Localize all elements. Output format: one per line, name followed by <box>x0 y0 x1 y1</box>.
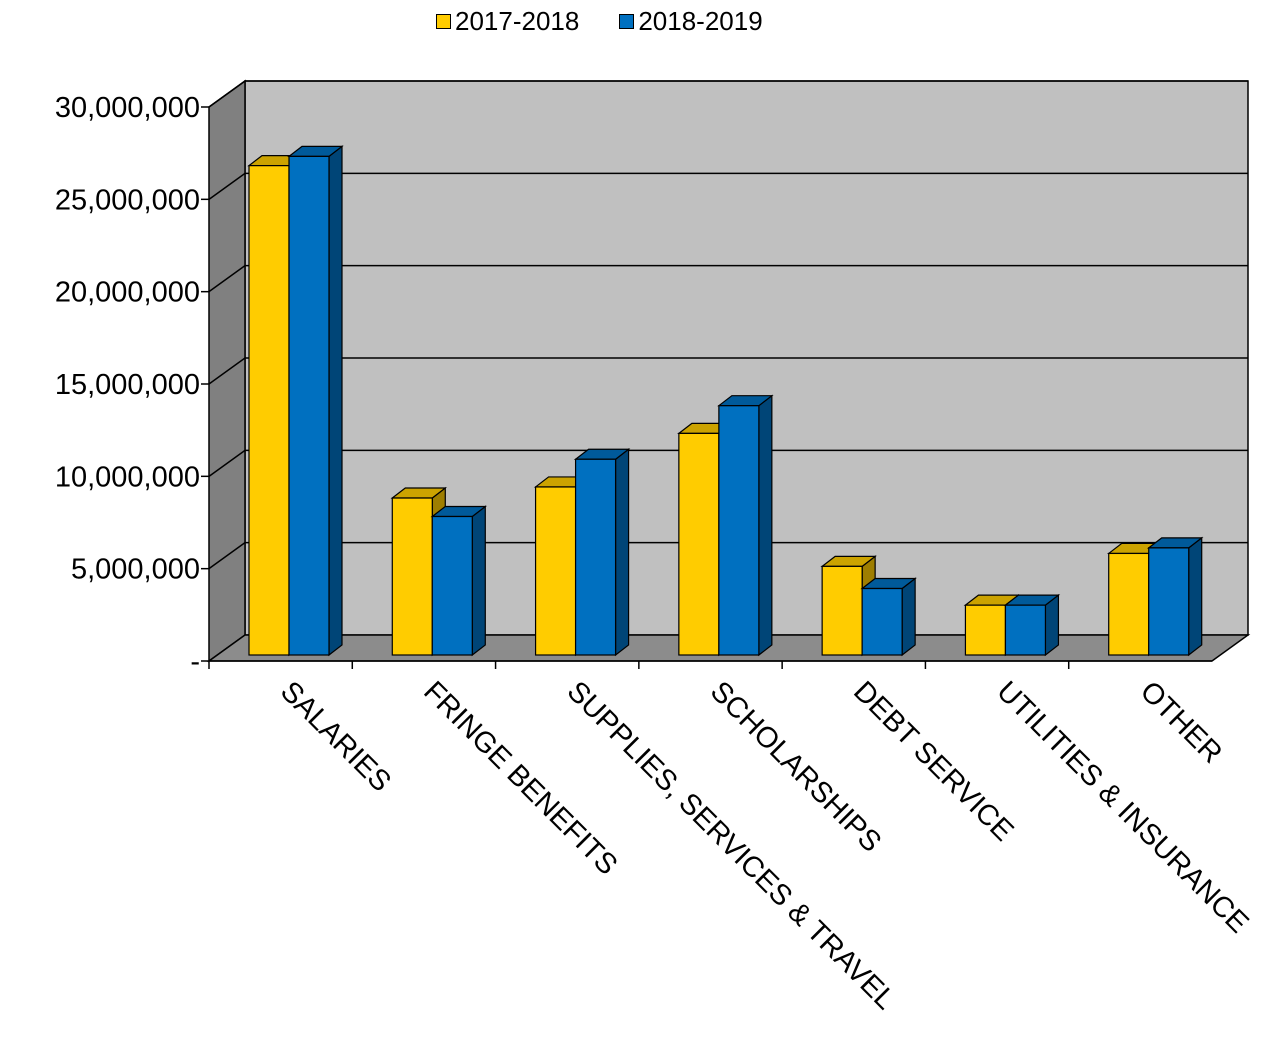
bar-front <box>861 587 903 656</box>
bar-2018-2019-2 <box>573 448 631 657</box>
gridline <box>208 80 1248 108</box>
bar-2018-2019-6 <box>1146 536 1204 657</box>
bar-2018-2019-0 <box>287 145 344 657</box>
y-tick-label: 15,000,000 <box>55 369 200 401</box>
bars <box>247 145 1204 657</box>
bar-front <box>574 458 617 656</box>
legend-item-2018-2019: 2018-2019 <box>619 6 763 37</box>
gridline <box>208 449 1248 477</box>
legend-label-2018-2019: 2018-2019 <box>638 6 763 36</box>
gridline <box>208 541 1248 570</box>
legend-swatch-2017-2018 <box>436 14 451 29</box>
bar-side <box>471 505 486 657</box>
bar-front <box>1148 547 1190 656</box>
bar-front <box>248 165 290 656</box>
bar-front <box>964 604 1007 656</box>
bar-front <box>534 486 577 656</box>
x-tick-label: SALARIES <box>274 675 397 798</box>
bar-front <box>431 515 473 656</box>
y-tick-label: - <box>190 646 200 678</box>
bar-front <box>1108 552 1150 656</box>
legend-label-2017-2018: 2017-2018 <box>455 6 580 36</box>
gridline <box>208 264 1248 293</box>
bar-2018-2019-4 <box>860 577 917 657</box>
bar-front <box>288 155 330 656</box>
x-tick-label: OTHER <box>1134 675 1228 769</box>
bar-side <box>614 448 630 657</box>
legend-item-2017-2018: 2017-2018 <box>436 6 579 37</box>
y-axis-tick-labels: - 5,000,000 10,000,000 15,000,000 20,000,000… <box>55 92 200 678</box>
y-tick-label: 20,000,000 <box>55 277 200 309</box>
bar-front <box>391 497 433 656</box>
bar-side <box>328 145 343 657</box>
gridline <box>208 172 1248 200</box>
legend-swatch-2018-2019 <box>619 14 635 29</box>
y-tick-label: 5,000,000 <box>71 554 200 586</box>
y-tick-label: 10,000,000 <box>55 461 200 493</box>
gridlines <box>201 80 1248 669</box>
bar-front <box>718 405 760 656</box>
bar-side <box>901 577 916 657</box>
bar-side <box>758 394 773 657</box>
bar-front <box>1004 604 1047 656</box>
chart-legend: 2017-2018 2018-2019 <box>436 6 763 37</box>
bar-2018-2019-5 <box>1003 593 1061 657</box>
bar-front <box>821 565 863 656</box>
bar-2018-2019-1 <box>430 505 488 657</box>
bar-2018-2019-3 <box>717 394 774 657</box>
bar-side <box>1188 536 1203 657</box>
x-tick-label: SUPPLIES, SERVICES & TRAVEL <box>561 675 902 1016</box>
gridline <box>208 357 1248 385</box>
x-tick-label: UTILITIES & INSURANCE <box>990 675 1254 939</box>
bar-front <box>678 432 720 656</box>
y-tick-label: 25,000,000 <box>55 184 200 216</box>
y-tick-label: 30,000,000 <box>55 92 200 124</box>
